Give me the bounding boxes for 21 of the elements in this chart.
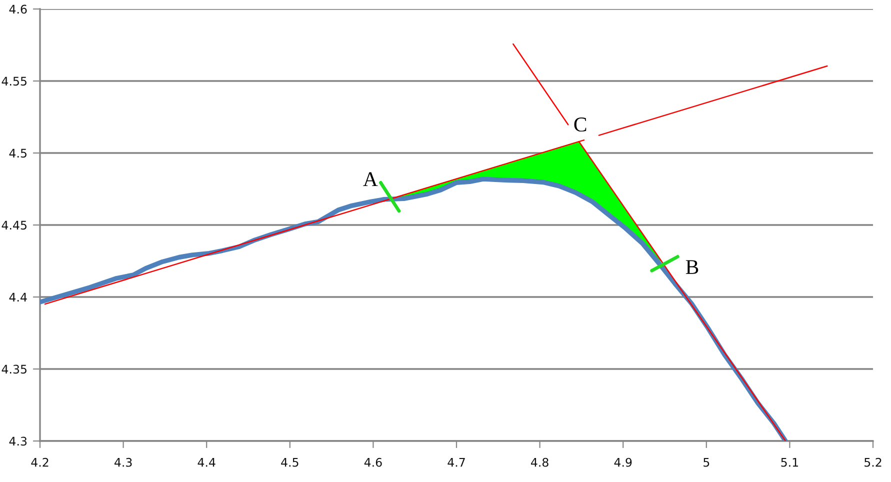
x-tick-label: 4.2: [31, 458, 48, 467]
y-tick-label: 4.35: [2, 364, 26, 374]
x-tick-label: 4.8: [530, 458, 548, 467]
y-tick-label: 4.3: [9, 436, 27, 446]
x-tick-label: 4.3: [114, 458, 132, 467]
y-tick-label: 4.45: [2, 220, 26, 230]
annotation: A: [363, 172, 378, 186]
y-tick-label: 4.5: [9, 148, 26, 158]
y-tick-label: 4.6: [9, 4, 27, 14]
x-tick-label: 5: [704, 458, 710, 467]
annotation: C: [574, 118, 586, 132]
x-tick-label: 4.6: [364, 458, 382, 467]
x-tick-label: 5.1: [781, 458, 798, 467]
y-tick-label: 4.55: [2, 76, 26, 86]
x-tick-label: 5.2: [864, 458, 882, 467]
x-tick-label: 4.7: [448, 458, 465, 467]
x-tick-label: 4.4: [198, 458, 216, 467]
x-tick-label: 4.9: [614, 458, 632, 467]
annotation: B: [686, 260, 698, 274]
y-tick-label: 4.4: [9, 292, 27, 302]
x-tick-label: 4.5: [281, 458, 298, 467]
